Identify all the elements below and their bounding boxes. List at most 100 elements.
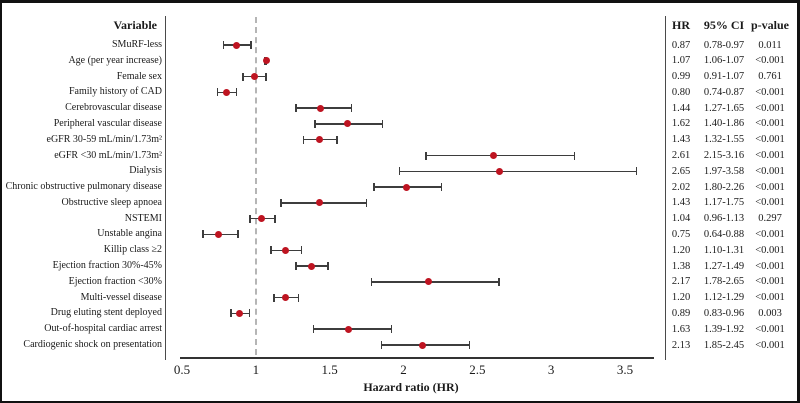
hr-marker	[308, 262, 316, 270]
hr-value: 1.44	[671, 102, 691, 114]
ci-cap-left	[425, 151, 427, 160]
row-label: Female sex	[116, 70, 162, 82]
hr-marker	[236, 309, 244, 317]
ci-value: 0.78-0.97	[703, 39, 745, 51]
p-value: <0.001	[755, 165, 785, 177]
row-label: Family history of CAD	[68, 86, 162, 98]
ci-value: 1.12-1.29	[703, 292, 745, 304]
ci-cap-right	[498, 277, 500, 286]
row-label: Unstable angina	[97, 228, 162, 240]
ci-cap-right	[381, 119, 384, 128]
ci-value: 1.85-2.45	[703, 339, 745, 351]
reference-line	[254, 17, 257, 355]
x-tick-label: 2.5	[469, 362, 486, 377]
plot-table-separator-line	[665, 16, 666, 360]
hr-marker	[315, 136, 323, 144]
p-value: <0.001	[755, 323, 785, 335]
row-label: eGFR <30 mL/min/1.73m²	[54, 149, 162, 161]
ci-cap-left	[370, 277, 373, 286]
ci-cap-left	[398, 167, 401, 176]
ci-cap-left	[314, 119, 316, 128]
row-label: Age (per year increase)	[68, 54, 162, 66]
ci-cap-left	[202, 230, 204, 239]
x-axis-ticks: 0.5 1 1.5 2 2.5 3 3.5	[2, 3, 797, 401]
x-tick-label: 0.5	[173, 362, 191, 377]
column-header-pvalue: p-value	[750, 18, 789, 32]
row-label: eGFR 30-59 mL/min/1.73m²	[46, 133, 163, 145]
hr-value: 1.63	[671, 323, 691, 335]
hr-marker	[222, 88, 230, 96]
hr-marker	[258, 215, 266, 223]
p-value: <0.001	[755, 150, 785, 162]
ci-cap-right	[440, 183, 443, 192]
p-value: <0.001	[755, 55, 785, 67]
p-value: <0.001	[755, 134, 785, 146]
hr-marker	[490, 152, 498, 160]
label-plot-separator-line	[165, 16, 166, 360]
ci-value: 1.32-1.55	[703, 134, 745, 146]
x-axis-line	[180, 357, 654, 359]
hr-value: 2.02	[671, 181, 691, 193]
p-value: 0.011	[758, 39, 782, 51]
x-axis-title: Hazard ratio (HR)	[363, 380, 459, 394]
hr-value: 1.20	[671, 244, 691, 256]
x-tick-label: 2	[400, 362, 407, 377]
ci-cap-left	[270, 246, 272, 255]
row-label: Peripheral vascular disease	[53, 117, 162, 129]
hr-value: 1.07	[671, 55, 691, 67]
p-value: <0.001	[755, 102, 785, 114]
ci-value: 0.83-0.96	[703, 307, 745, 319]
ci-bar	[425, 154, 575, 157]
p-value: 0.003	[758, 307, 782, 319]
ci-value: 0.74-0.87	[703, 86, 745, 98]
hr-value: 1.62	[671, 118, 691, 130]
ci-value: 1.10-1.31	[703, 244, 745, 256]
ci-cap-left	[312, 325, 315, 334]
row-label: Cardiogenic shock on presentation	[23, 339, 162, 350]
p-value: <0.001	[755, 228, 785, 240]
ci-cap-right	[390, 325, 393, 334]
ci-cap-left	[242, 72, 244, 81]
ci-value: 0.91-1.07	[703, 71, 745, 83]
hr-marker	[233, 41, 241, 49]
hr-value: 1.38	[671, 260, 691, 272]
p-value: <0.001	[755, 197, 785, 209]
row-label: SMuRF-less	[111, 39, 162, 50]
ci-cap-right	[265, 72, 267, 81]
ci-cap-left	[302, 135, 305, 144]
p-value: <0.001	[755, 260, 785, 272]
row-label: Cerebrovascular disease	[65, 102, 162, 114]
ci-cap-right	[297, 293, 300, 302]
ci-bar	[313, 328, 392, 330]
ci-cap-left	[273, 293, 275, 302]
hr-marker	[262, 57, 270, 65]
hr-marker	[495, 167, 503, 175]
row-label: Ejection fraction 30%-45%	[52, 260, 162, 272]
hr-marker	[215, 230, 223, 238]
ci-value: 1.78-2.65	[703, 276, 745, 288]
ci-cap-right	[248, 309, 251, 318]
ci-value: 1.27-1.49	[703, 260, 745, 272]
hr-value: 0.87	[671, 39, 691, 51]
p-value: <0.001	[755, 339, 785, 351]
row-label: Obstructive sleep apnoea	[61, 196, 162, 208]
ci-value: 1.27-1.65	[703, 102, 745, 114]
hr-marker	[345, 325, 353, 333]
hr-marker	[281, 294, 289, 302]
hr-marker	[402, 183, 410, 191]
hr-value: 2.65	[671, 165, 691, 177]
p-value: 0.297	[758, 213, 782, 225]
p-value: 0.761	[758, 71, 782, 83]
hr-marker	[343, 120, 351, 128]
hr-value: 2.17	[671, 276, 691, 288]
ci-bar	[371, 281, 500, 283]
p-value: <0.001	[755, 276, 785, 288]
row-label: Chronic obstructive pulmonary disease	[5, 181, 162, 193]
row-label: Killip class ≥2	[103, 244, 162, 256]
ci-value: 1.39-1.92	[703, 323, 745, 335]
p-value: <0.001	[755, 86, 785, 98]
ci-cap-left	[249, 214, 251, 223]
ci-cap-right	[573, 151, 576, 160]
hr-value: 2.61	[671, 150, 691, 162]
